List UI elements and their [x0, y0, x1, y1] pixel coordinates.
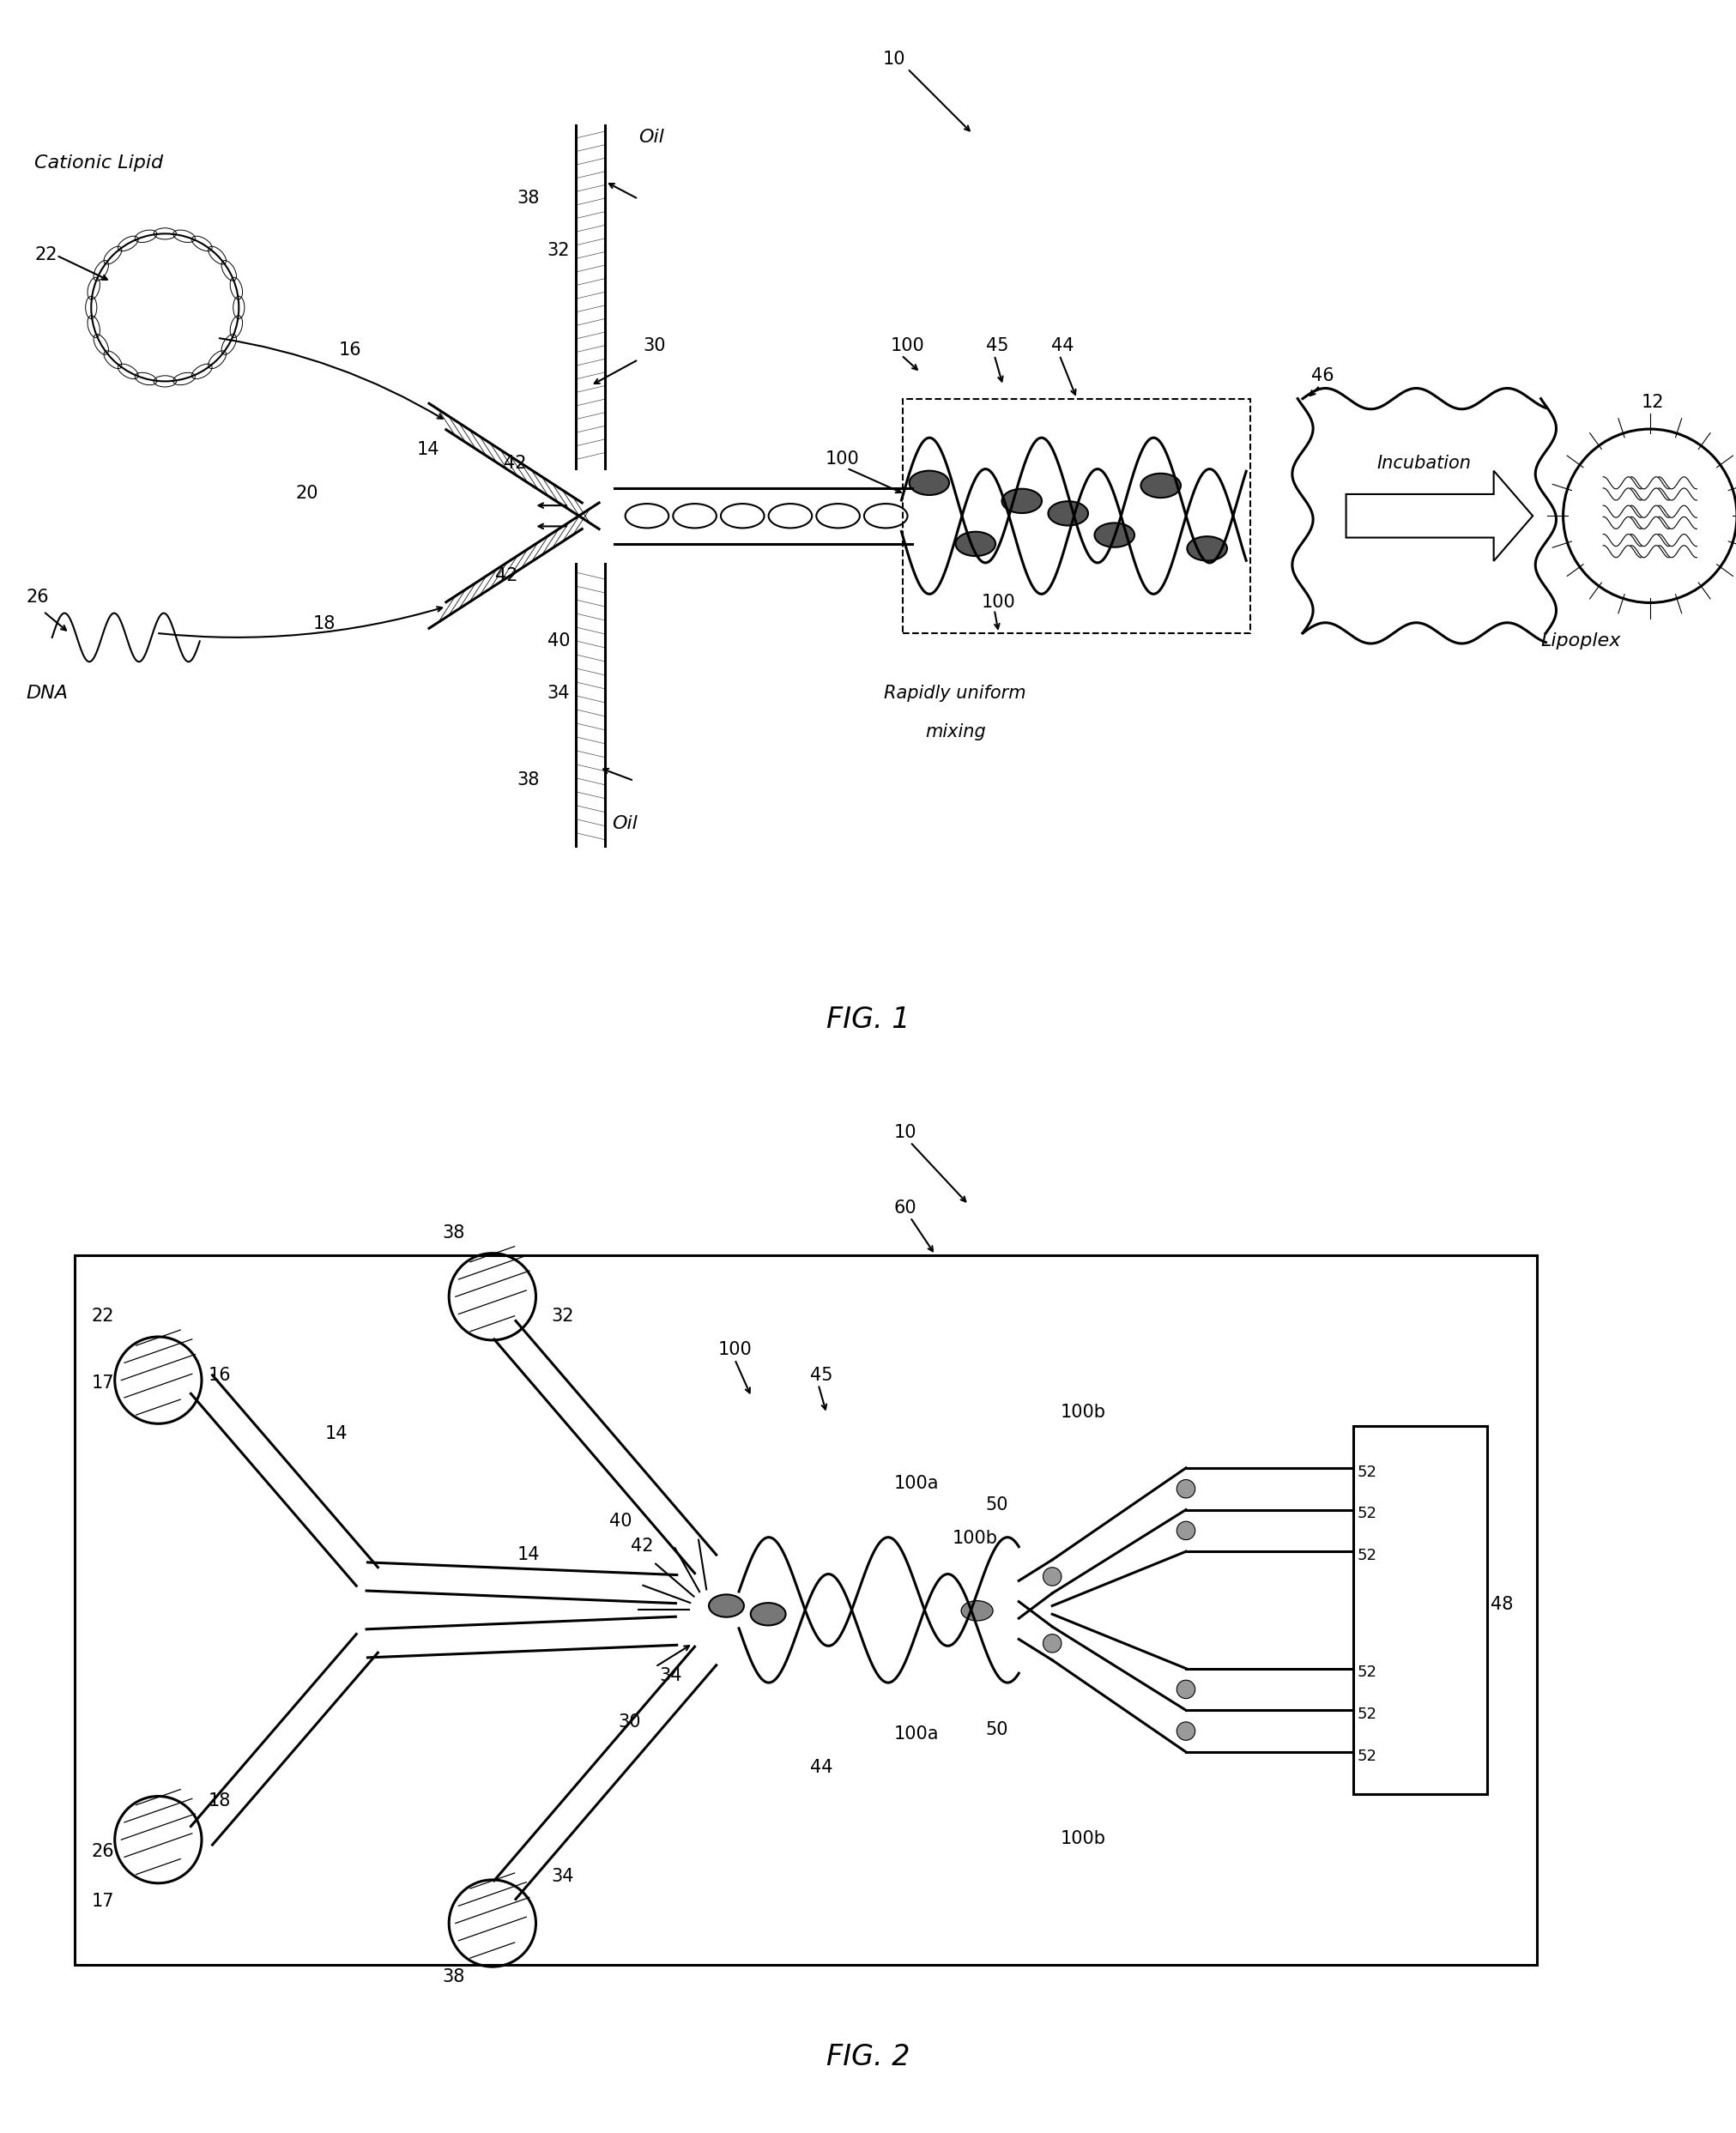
Text: 42: 42 [630, 1538, 653, 1555]
Bar [75, 1254, 1536, 1964]
Text: mixing: mixing [925, 723, 984, 740]
Text: 14: 14 [417, 442, 439, 459]
Polygon shape [1345, 471, 1531, 561]
Text: 52: 52 [1356, 1549, 1377, 1563]
Text: DNA: DNA [26, 685, 68, 702]
Text: 34: 34 [660, 1668, 682, 1685]
Circle shape [1043, 1568, 1061, 1585]
Text: Oil: Oil [639, 128, 663, 145]
Text: 10: 10 [882, 51, 906, 68]
Ellipse shape [750, 1602, 785, 1625]
Text: 34: 34 [550, 1869, 573, 1886]
Text: 100b: 100b [951, 1529, 996, 1546]
Text: FIG. 2: FIG. 2 [826, 2043, 910, 2071]
Text: 38: 38 [443, 1969, 465, 1986]
Text: 42: 42 [495, 567, 517, 584]
Text: Cationic Lipid: Cationic Lipid [35, 156, 163, 173]
Text: 60: 60 [892, 1199, 917, 1216]
Text: 48: 48 [1489, 1595, 1512, 1613]
Text: 52: 52 [1356, 1664, 1377, 1681]
Ellipse shape [1141, 474, 1180, 497]
Circle shape [1177, 1681, 1194, 1698]
Text: 16: 16 [339, 341, 361, 358]
Text: 26: 26 [26, 589, 49, 606]
Text: 40: 40 [609, 1512, 632, 1529]
Text: 45: 45 [986, 337, 1009, 354]
Text: 100a: 100a [892, 1476, 937, 1493]
Text: 40: 40 [547, 631, 569, 651]
Bar [903, 399, 1250, 634]
Ellipse shape [1094, 523, 1134, 548]
Text: 100b: 100b [1061, 1830, 1106, 1847]
Text: Oil: Oil [613, 815, 637, 832]
Ellipse shape [708, 1595, 743, 1617]
Text: 100: 100 [717, 1342, 752, 1359]
Text: 42: 42 [503, 454, 526, 471]
Text: 30: 30 [618, 1713, 641, 1730]
Ellipse shape [910, 471, 950, 495]
Text: 100: 100 [981, 593, 1016, 610]
Text: 38: 38 [517, 190, 540, 207]
Text: 50: 50 [984, 1721, 1007, 1738]
Text: 52: 52 [1356, 1463, 1377, 1480]
Text: 100: 100 [891, 337, 924, 354]
Text: 30: 30 [642, 337, 665, 354]
Text: 52: 52 [1356, 1506, 1377, 1521]
Text: 10: 10 [892, 1124, 917, 1141]
Text: 52: 52 [1356, 1749, 1377, 1764]
Text: Lipoplex: Lipoplex [1540, 631, 1620, 651]
Text: 46: 46 [1311, 367, 1333, 384]
Circle shape [1043, 1634, 1061, 1653]
Text: 44: 44 [809, 1760, 832, 1777]
Circle shape [1177, 1521, 1194, 1540]
Circle shape [1177, 1480, 1194, 1497]
Circle shape [1177, 1721, 1194, 1741]
Text: 32: 32 [547, 241, 569, 258]
Text: 16: 16 [208, 1367, 231, 1384]
Text: 20: 20 [295, 484, 318, 501]
Text: 12: 12 [1641, 395, 1663, 412]
Text: 14: 14 [517, 1546, 540, 1563]
Ellipse shape [1187, 535, 1227, 561]
Text: 32: 32 [550, 1308, 573, 1325]
Text: 50: 50 [984, 1495, 1007, 1512]
Text: 45: 45 [809, 1367, 832, 1384]
Text: 100: 100 [825, 450, 859, 467]
Text: 100a: 100a [892, 1726, 937, 1743]
Text: 38: 38 [517, 772, 540, 789]
Ellipse shape [1002, 488, 1042, 514]
Text: Rapidly uniform: Rapidly uniform [884, 685, 1026, 702]
Text: FIG. 1: FIG. 1 [826, 1007, 910, 1035]
Text: 38: 38 [443, 1224, 465, 1241]
Text: 44: 44 [1050, 337, 1073, 354]
Text: Incubation: Incubation [1377, 454, 1470, 471]
Ellipse shape [1049, 501, 1088, 525]
Ellipse shape [955, 531, 995, 557]
Ellipse shape [960, 1600, 993, 1621]
Text: 18: 18 [208, 1792, 231, 1809]
Text: 100b: 100b [1061, 1404, 1106, 1421]
Text: 22: 22 [92, 1308, 115, 1325]
Text: 34: 34 [547, 685, 569, 702]
Text: 26: 26 [92, 1843, 115, 1860]
Text: 17: 17 [92, 1376, 115, 1393]
Text: 52: 52 [1356, 1706, 1377, 1721]
Text: 18: 18 [312, 614, 335, 631]
Bar [1352, 1427, 1486, 1794]
Text: 17: 17 [92, 1892, 115, 1909]
Text: 22: 22 [35, 245, 57, 262]
Text: 14: 14 [325, 1425, 347, 1442]
